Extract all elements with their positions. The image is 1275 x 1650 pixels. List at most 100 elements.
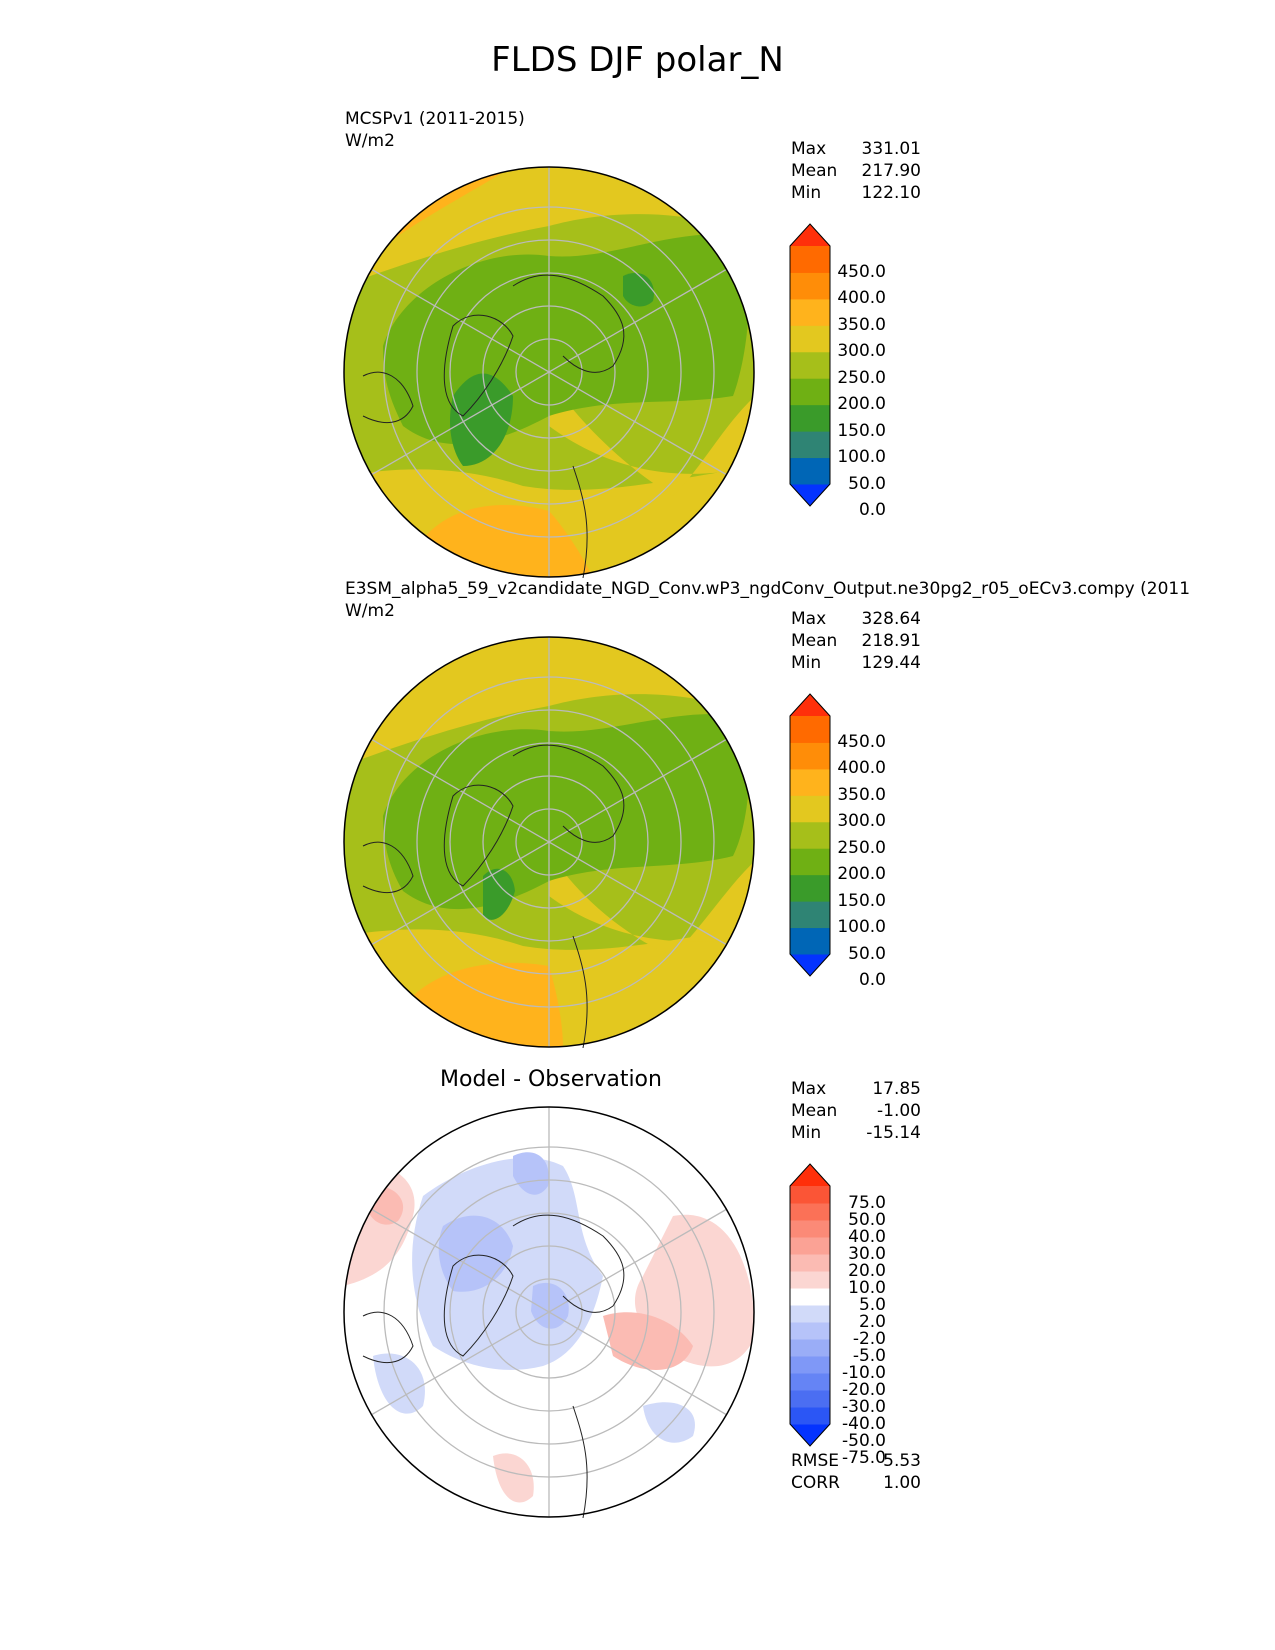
stat-value: 218.91 xyxy=(861,631,921,651)
stat-label: Mean xyxy=(791,161,838,181)
colorbar-tick-label: 0.0 xyxy=(858,969,886,990)
colorbar-tick-label: -40.0 xyxy=(842,1414,886,1434)
graticule xyxy=(370,637,728,1047)
colorbar-tick-label: -50.0 xyxy=(842,1431,886,1451)
colorbar-tick-label: 40.0 xyxy=(848,1227,886,1247)
colorbar-tick-label: -5.0 xyxy=(852,1346,886,1366)
field-band xyxy=(549,851,754,956)
stats-block: Max 328.64 Mean 218.91 Min 129.44 xyxy=(791,608,921,674)
colorbar-segment xyxy=(790,1305,830,1323)
colorbar-tick-label: 150.0 xyxy=(837,890,886,911)
colorbar-tick-label: 450.0 xyxy=(837,731,886,752)
stat-min: Min -15.14 xyxy=(791,1122,921,1144)
stat-max: Max 331.01 xyxy=(791,138,921,160)
stat-value: 331.01 xyxy=(861,139,921,159)
panel-ref: E3SM_alpha5_59_v2candidate_NGD_Conv.wP3_… xyxy=(0,575,1275,1055)
colorbar: 450.0 400.0 350.0 300.0 250.0 200.0 150.0 100.0… xyxy=(788,223,908,518)
metric-value: 1.00 xyxy=(883,1473,921,1493)
colorbar: 75.0 50.0 40.0 30.0 20.0 10.0 5.0 2.0 -2.0 -5.0 -1… xyxy=(788,1163,908,1467)
field-band xyxy=(373,1353,425,1414)
stat-label: Max xyxy=(791,139,827,159)
colorbar-segment xyxy=(790,1186,830,1204)
colorbar-segment xyxy=(790,431,830,459)
colorbar-extend-high xyxy=(790,224,830,246)
polar-map-diff xyxy=(343,1106,755,1519)
field-band xyxy=(643,1402,695,1443)
colorbar-segment xyxy=(790,927,830,955)
colorbar-tick-label: 350.0 xyxy=(837,784,886,805)
colorbar-tick-label: 50.0 xyxy=(848,1210,886,1230)
colorbar-tick-label: -75.0 xyxy=(842,1448,886,1468)
field-band xyxy=(383,713,750,910)
colorbar-tick-label: 20.0 xyxy=(848,1261,886,1281)
stat-max: Max 17.85 xyxy=(791,1078,921,1100)
coastlines xyxy=(362,274,625,579)
colorbar-segment xyxy=(790,1237,830,1255)
stat-min: Min 122.10 xyxy=(791,182,921,204)
colorbar-tick-label: 100.0 xyxy=(837,447,886,468)
colorbar-tick-label: 50.0 xyxy=(848,473,886,494)
colorbar-svg xyxy=(789,1163,831,1447)
colorbar-segment xyxy=(790,404,830,432)
colorbar-tick-label: 350.0 xyxy=(837,314,886,335)
panel-title: Model - Observation xyxy=(440,1067,662,1092)
colorbar-tick-label: -30.0 xyxy=(842,1397,886,1417)
colorbar-tick-label: 0.0 xyxy=(858,499,886,520)
colorbar-tick-label: 400.0 xyxy=(837,758,886,779)
panel-test: MCSPv1 (2011-2015) W/m2 xyxy=(0,105,1275,585)
metric-value: 5.53 xyxy=(883,1451,921,1471)
colorbar-segment xyxy=(790,1373,830,1391)
colorbar-segment xyxy=(790,1390,830,1408)
colorbar-segment xyxy=(790,1339,830,1357)
panel-units: W/m2 xyxy=(345,131,395,151)
map-boundary xyxy=(343,636,755,1048)
colorbar-extend-high xyxy=(790,1164,830,1186)
metric-rmse: RMSE 5.53 xyxy=(791,1450,921,1472)
stat-min: Min 129.44 xyxy=(791,652,921,674)
colorbar: 450.0 400.0 350.0 300.0 250.0 200.0 150.0 100.0… xyxy=(788,693,908,988)
colorbar-segment xyxy=(790,1271,830,1289)
stats-block: Max 331.01 Mean 217.90 Min 122.10 xyxy=(791,138,921,204)
colorbar-segment xyxy=(790,1288,830,1306)
colorbar-tick-label: 450.0 xyxy=(837,261,886,282)
colorbar-tick-label: 250.0 xyxy=(837,367,886,388)
colorbar-tick-label: 100.0 xyxy=(837,917,886,938)
colorbar-segment xyxy=(790,1407,830,1425)
graticule xyxy=(370,167,728,577)
colorbar-segment xyxy=(790,768,830,796)
stat-label: Max xyxy=(791,609,827,629)
field-band xyxy=(483,868,515,920)
field-band xyxy=(450,373,513,466)
colorbar-tick-label: 250.0 xyxy=(837,837,886,858)
colorbar-segment xyxy=(790,457,830,485)
colorbar-extend-low xyxy=(790,1424,830,1446)
colorbar-tick-label: 5.0 xyxy=(858,1295,886,1315)
graticule xyxy=(370,1107,728,1517)
metric-label: CORR xyxy=(791,1473,840,1493)
colorbar-outline xyxy=(789,223,831,507)
colorbar-svg xyxy=(789,223,831,507)
polar-map-svg xyxy=(343,166,755,579)
colorbar-segment xyxy=(790,351,830,379)
colorbar-tick-label: -2.0 xyxy=(852,1329,886,1349)
panel-title: E3SM_alpha5_59_v2candidate_NGD_Conv.wP3_… xyxy=(345,579,1191,599)
colorbar-segment xyxy=(790,742,830,770)
coastlines xyxy=(362,744,625,1049)
colorbar-tick-label: 200.0 xyxy=(837,864,886,885)
colorbar-tick-label: 300.0 xyxy=(837,811,886,832)
colorbar-segment xyxy=(790,821,830,849)
colorbar-tick-label: 10.0 xyxy=(848,1278,886,1298)
panel-units: W/m2 xyxy=(345,601,395,621)
metric-label: RMSE xyxy=(791,1451,840,1471)
stat-label: Min xyxy=(791,653,822,673)
field-band xyxy=(549,376,754,496)
stat-label: Mean xyxy=(791,631,838,651)
colorbar-segment xyxy=(790,325,830,353)
stat-label: Min xyxy=(791,1123,822,1143)
stat-label: Min xyxy=(791,183,822,203)
colorbar-segment xyxy=(790,1203,830,1221)
stat-value: 17.85 xyxy=(872,1079,921,1099)
colorbar-extend-low xyxy=(790,954,830,976)
colorbar-tick-label: 50.0 xyxy=(848,943,886,964)
stat-value: 129.44 xyxy=(861,653,921,673)
